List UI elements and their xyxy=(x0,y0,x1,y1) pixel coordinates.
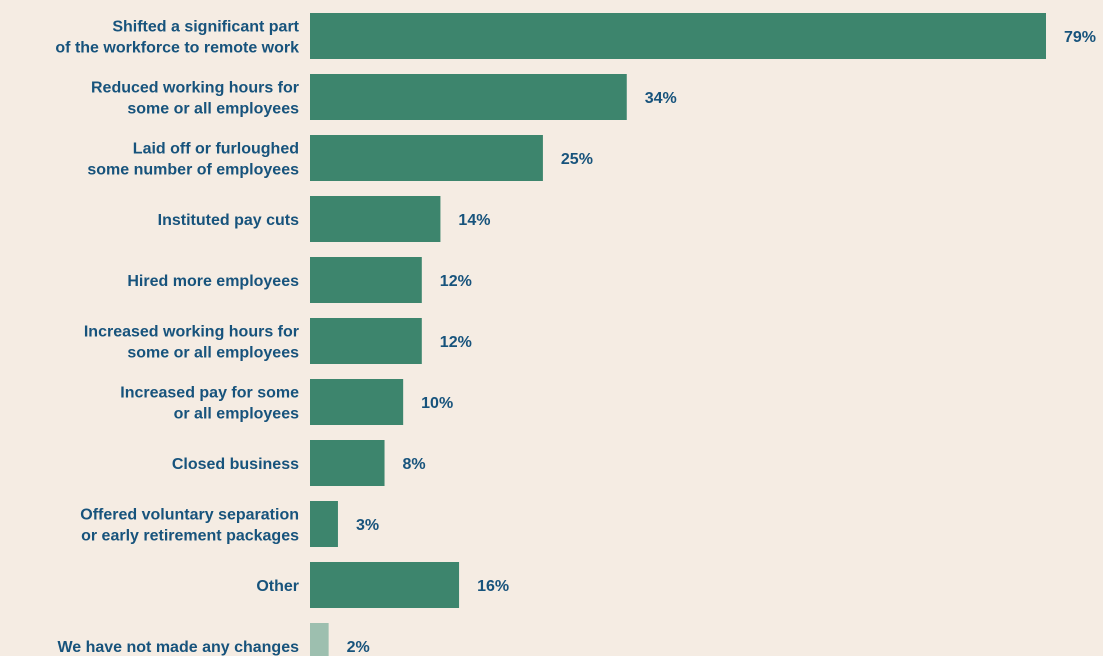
value-label: 10% xyxy=(421,395,453,412)
bar xyxy=(310,501,338,547)
bar xyxy=(310,13,1046,59)
bar xyxy=(310,440,385,486)
category-label: Reduced working hours for some or all emp… xyxy=(91,80,299,118)
value-label: 2% xyxy=(347,639,370,656)
value-label: 79% xyxy=(1064,29,1096,46)
category-labels-group: Shifted a significant part of the workfor… xyxy=(55,19,299,656)
bar xyxy=(310,74,627,120)
value-label: 12% xyxy=(440,334,472,351)
category-label: Other xyxy=(256,578,299,595)
value-label: 12% xyxy=(440,273,472,290)
category-label: Instituted pay cuts xyxy=(158,212,299,229)
value-labels-group: 79% 34% 25% 14% 12% 12% 10% 8% 3% 16% 2% xyxy=(347,29,1096,656)
value-label: 3% xyxy=(356,517,379,534)
category-label: Offered voluntary separation or early ret… xyxy=(80,507,299,545)
bar xyxy=(310,135,543,181)
value-label: 34% xyxy=(645,90,677,107)
bar xyxy=(310,379,404,425)
category-label: Increased pay for some or all employees xyxy=(120,385,299,423)
value-label: 25% xyxy=(561,151,593,168)
category-label: Increased working hours for some or all e… xyxy=(84,324,299,362)
value-label: 16% xyxy=(477,578,509,595)
category-label: We have not made any changes xyxy=(57,639,299,656)
category-label: Closed business xyxy=(172,456,299,473)
bar xyxy=(310,257,422,303)
bar xyxy=(310,562,460,608)
category-label: Laid off or furloughed some number of emp… xyxy=(87,141,299,179)
category-label: Hired more employees xyxy=(127,273,299,290)
category-label: Shifted a significant part of the workfor… xyxy=(55,19,299,57)
value-label: 14% xyxy=(458,212,490,229)
bar xyxy=(310,318,422,364)
bars-group xyxy=(310,13,1046,656)
bar xyxy=(310,623,329,656)
bar xyxy=(310,196,441,242)
value-label: 8% xyxy=(403,456,426,473)
